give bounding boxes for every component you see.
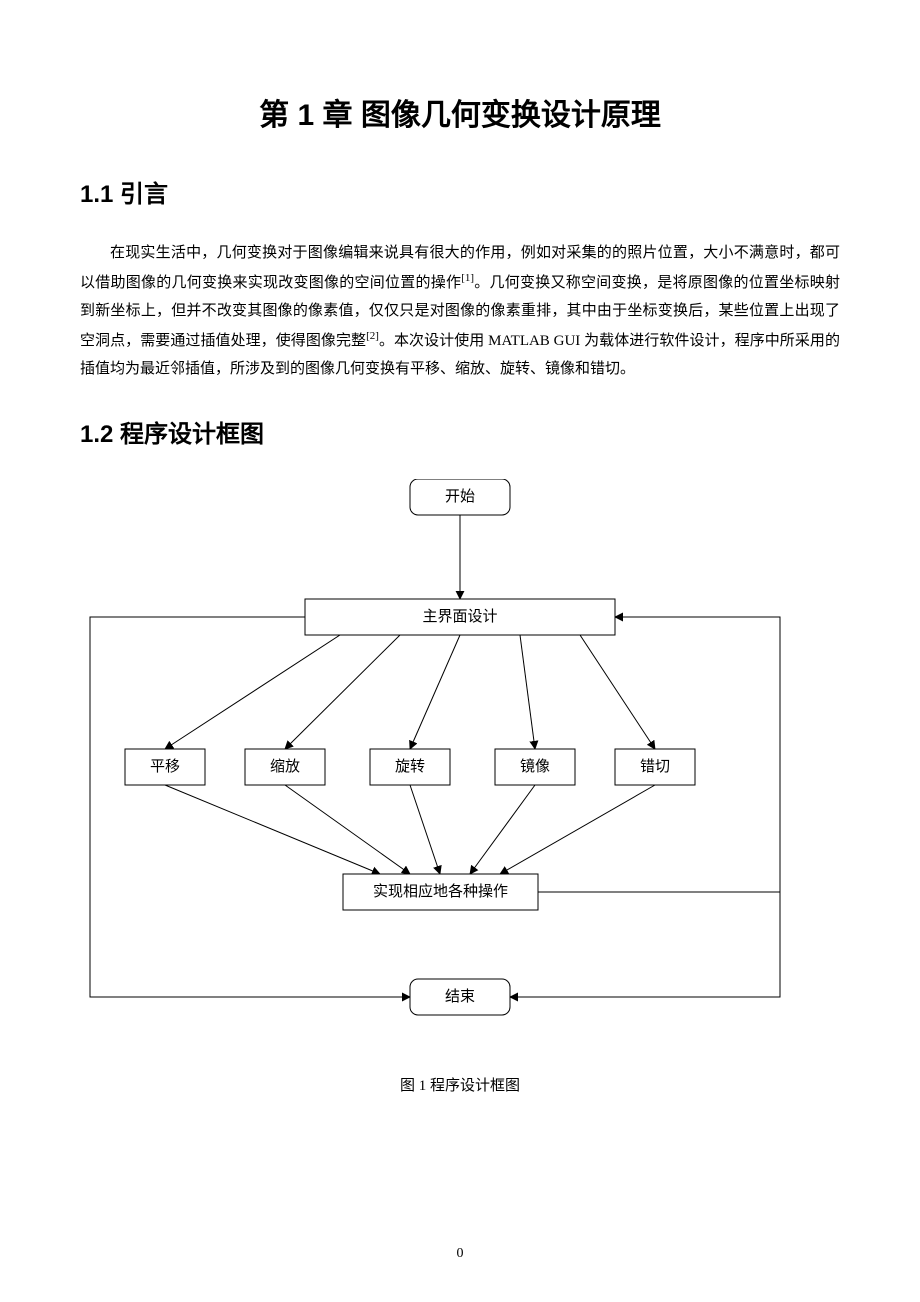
svg-text:主界面设计: 主界面设计 <box>422 608 497 625</box>
section-1-1-heading: 1.1 引言 <box>80 174 840 209</box>
svg-text:结束: 结束 <box>445 988 475 1005</box>
page-number: 0 <box>0 1246 920 1262</box>
paragraph-intro: 在现实生活中，几何变换对于图像编辑来说具有很大的作用，例如对采集的的照片位置，大… <box>80 239 840 384</box>
svg-text:错切: 错切 <box>640 758 670 775</box>
svg-text:开始: 开始 <box>445 488 475 505</box>
svg-text:平移: 平移 <box>150 758 180 775</box>
page: 第 1 章 图像几何变换设计原理 1.1 引言 在现实生活中，几何变换对于图像编… <box>0 0 920 1302</box>
svg-text:旋转: 旋转 <box>395 758 425 775</box>
section-1-2-heading: 1.2 程序设计框图 <box>80 414 840 449</box>
flowchart-svg: 开始主界面设计平移 缩放 旋转 镜像 错切实现相应地各种操作结束 <box>80 479 840 1039</box>
figure-caption: 图 1 程序设计框图 <box>80 1074 840 1095</box>
chapter-title: 第 1 章 图像几何变换设计原理 <box>80 90 840 134</box>
citation-1: [1] <box>461 272 474 284</box>
svg-text:镜像: 镜像 <box>520 757 550 775</box>
svg-text:缩放: 缩放 <box>270 758 300 775</box>
flowchart-figure: 开始主界面设计平移 缩放 旋转 镜像 错切实现相应地各种操作结束 图 1 程序设计框图 <box>80 479 840 1095</box>
svg-text:实现相应地各种操作: 实现相应地各种操作 <box>373 882 508 900</box>
citation-2: [2] <box>366 330 379 342</box>
